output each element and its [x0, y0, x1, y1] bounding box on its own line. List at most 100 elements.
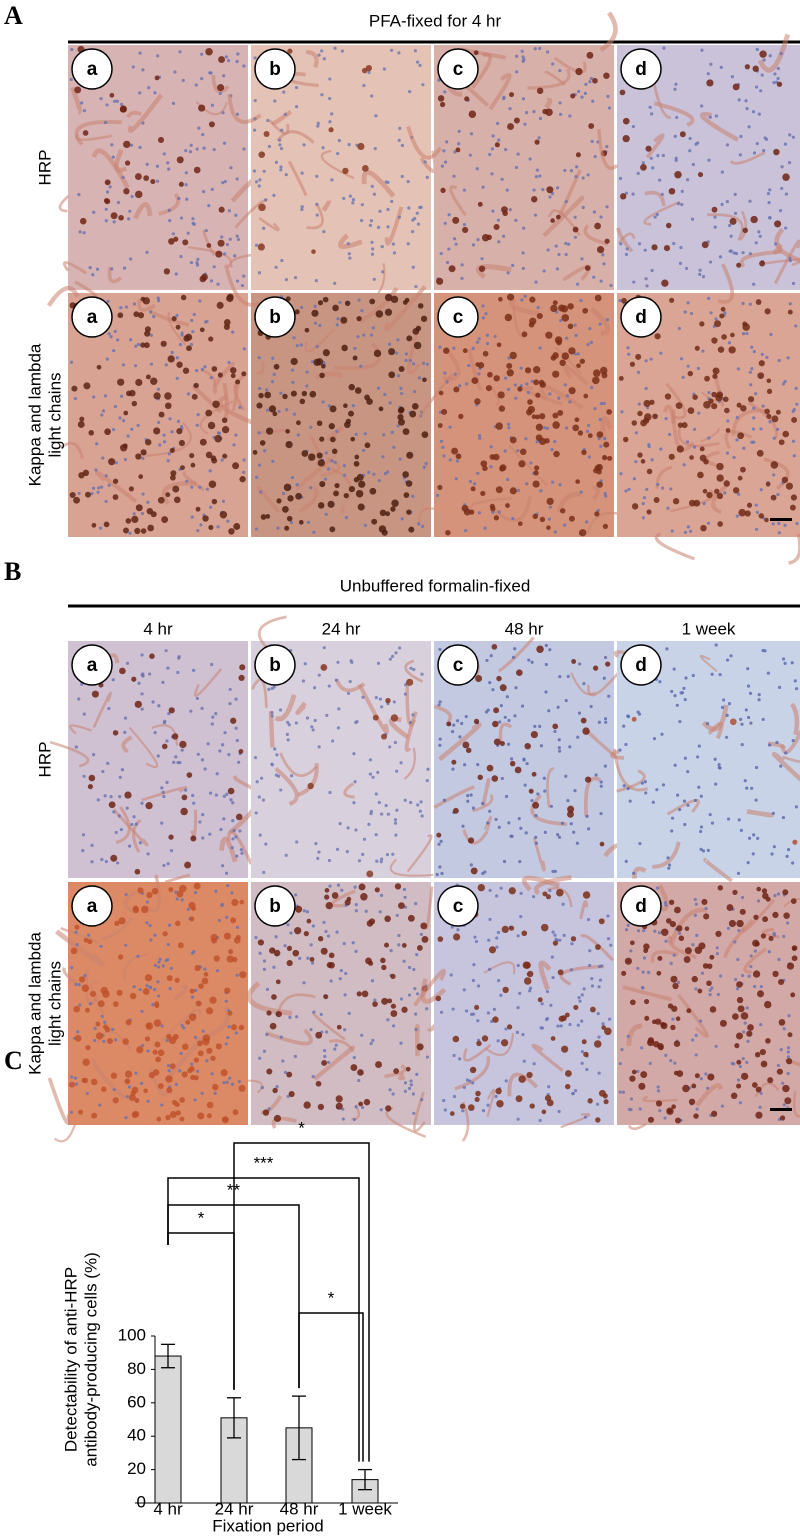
nucleus: [254, 243, 259, 247]
nucleus: [274, 265, 278, 269]
stained-cell: [161, 516, 169, 523]
nucleus: [477, 511, 482, 515]
stained-cell: [154, 75, 160, 81]
nucleus: [490, 172, 494, 176]
stroma: [384, 1064, 407, 1079]
nucleus: [504, 1027, 508, 1031]
stained-cell: [606, 409, 612, 415]
stained-cell: [315, 1031, 323, 1039]
nucleus: [565, 394, 570, 398]
stained-cell: [567, 323, 574, 330]
stained-cell: [286, 959, 293, 967]
stained-cell: [465, 747, 472, 754]
nucleus: [132, 815, 136, 819]
nucleus: [626, 923, 630, 927]
stroma: [188, 246, 232, 269]
stained-cell: [273, 949, 281, 957]
stained-cell: [552, 940, 559, 946]
stained-cell: [584, 776, 592, 783]
stained-cell: [178, 181, 184, 187]
nucleus: [513, 647, 517, 651]
nucleus: [624, 252, 629, 256]
stained-cell: [474, 398, 481, 405]
nucleus: [118, 795, 122, 799]
nucleus: [222, 817, 226, 821]
stained-cell: [110, 854, 118, 862]
nucleus: [334, 678, 338, 682]
nucleus: [310, 360, 315, 364]
stained-cell: [640, 459, 646, 464]
nucleus: [411, 1092, 416, 1096]
stained-cell: [165, 1075, 173, 1083]
nucleus: [346, 242, 350, 246]
nucleus: [391, 1024, 396, 1028]
nucleus: [217, 918, 221, 923]
stained-cell: [491, 644, 498, 650]
stained-cell: [706, 963, 713, 970]
nucleus: [282, 491, 286, 496]
nucleus: [653, 215, 657, 219]
nucleus: [230, 891, 234, 895]
nucleus: [590, 984, 595, 988]
nucleus: [179, 254, 183, 259]
stained-cell: [81, 984, 90, 992]
nucleus: [235, 279, 240, 283]
significance-label: *: [198, 1208, 205, 1227]
stained-cell: [116, 989, 123, 996]
stained-cell: [783, 912, 790, 919]
nucleus: [644, 386, 648, 391]
stained-cell: [506, 369, 514, 377]
stained-cell: [409, 410, 417, 418]
stained-cell: [132, 906, 140, 914]
stained-cell: [577, 430, 584, 436]
nucleus: [599, 402, 604, 406]
stained-cell: [557, 969, 564, 976]
nucleus: [164, 363, 168, 367]
stained-cell: [758, 513, 764, 519]
stained-cell: [603, 1099, 609, 1105]
stained-cell: [199, 327, 205, 333]
nucleus: [419, 932, 423, 936]
panel-badge: [254, 885, 296, 927]
stroma: [560, 1113, 591, 1129]
nucleus: [596, 1102, 600, 1106]
stroma: [773, 239, 800, 285]
nucleus: [225, 915, 229, 920]
stained-cell: [691, 1083, 697, 1089]
stroma: [653, 101, 695, 127]
stained-cell: [335, 1095, 343, 1103]
stained-cell: [150, 377, 158, 385]
nucleus: [216, 282, 220, 286]
nucleus: [100, 413, 104, 417]
stained-cell: [212, 400, 220, 408]
nucleus: [201, 812, 205, 817]
nucleus: [699, 794, 703, 798]
stained-cell: [346, 896, 352, 902]
stained-cell: [708, 398, 714, 404]
nucleus: [626, 1034, 630, 1038]
nucleus: [727, 702, 732, 706]
nucleus: [326, 467, 331, 471]
nucleus: [155, 164, 160, 168]
nucleus: [283, 944, 287, 948]
nucleus: [725, 200, 729, 204]
stroma: [211, 75, 230, 94]
nucleus: [661, 783, 666, 787]
nucleus: [302, 143, 306, 147]
nucleus: [313, 718, 317, 723]
nucleus: [178, 50, 182, 54]
stained-cell: [142, 988, 150, 995]
nucleus: [140, 707, 144, 711]
nucleus: [417, 522, 421, 526]
nucleus: [129, 143, 134, 147]
stroma: [127, 93, 164, 133]
nucleus: [400, 391, 404, 396]
nucleus: [184, 788, 188, 792]
nucleus: [699, 829, 703, 834]
nucleus: [640, 985, 645, 990]
stained-cell: [135, 504, 143, 512]
stained-cell: [595, 1117, 601, 1123]
nucleus: [506, 387, 511, 392]
nucleus: [642, 956, 647, 960]
nucleus: [518, 991, 522, 995]
